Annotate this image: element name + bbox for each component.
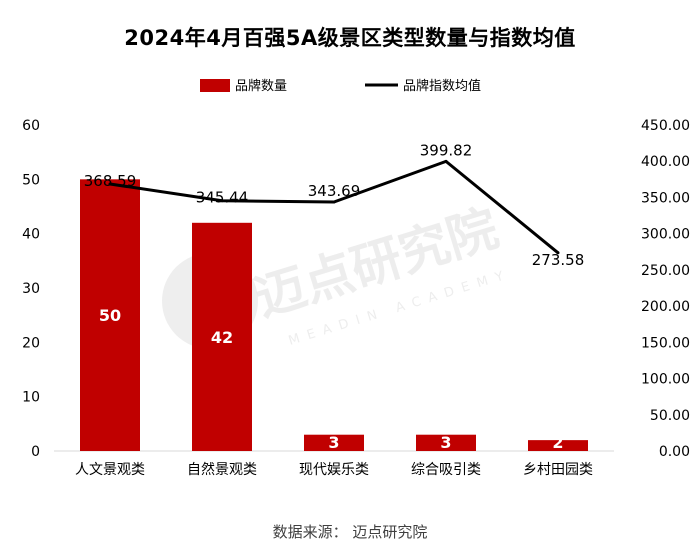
y-right-tick-label: 100.00 (641, 372, 690, 388)
line-value-label: 345.44 (196, 189, 249, 207)
bar (528, 440, 588, 451)
line-series: 368.59 345.44 343.69 399.82 273.58 (84, 141, 585, 268)
bar-series: 50 42 3 3 2 (80, 179, 588, 452)
y-left-tick-label: 10 (22, 390, 40, 406)
y-right-tick-label: 350.00 (641, 190, 690, 206)
bar-value-label: 2 (552, 433, 563, 452)
line-point (444, 159, 448, 163)
y-left-tick-label: 50 (22, 172, 40, 188)
y-left-tick-label: 0 (31, 444, 40, 460)
source-note: 数据来源： 迈点研究院 (272, 523, 428, 541)
line-point (332, 200, 336, 204)
line-point (220, 199, 224, 203)
y-right-tick-label: 200.00 (641, 299, 690, 315)
y-left-tick-label: 60 (22, 118, 40, 134)
y-right-tick-label: 300.00 (641, 227, 690, 243)
x-axis-labels: 人文景观类 自然景观类 现代娱乐类 综合吸引类 乡村田园类 (75, 461, 593, 478)
x-category-label: 人文景观类 (75, 462, 145, 478)
y-axis-left: 0 10 20 30 40 50 60 (22, 118, 40, 460)
y-axis-right: 0.00 50.00 100.00 150.00 200.00 250.00 300.00 3… (641, 118, 690, 460)
x-category-label: 乡村田园类 (523, 462, 593, 478)
y-left-tick-label: 30 (22, 281, 40, 297)
bar (192, 222, 252, 451)
y-right-tick-label: 250.00 (641, 263, 690, 279)
legend-swatch-bar (200, 79, 230, 92)
bar-value-label: 3 (328, 433, 339, 452)
y-right-tick-label: 50.00 (650, 408, 690, 424)
bar (304, 434, 364, 451)
line-value-label: 273.58 (532, 251, 585, 269)
x-category-label: 现代娱乐类 (299, 462, 369, 478)
y-right-tick-label: 450.00 (641, 118, 690, 134)
line-value-label: 399.82 (420, 141, 473, 159)
bar (80, 179, 140, 452)
chart-title: 2024年4月百强5A级景区类型数量与指数均值 (124, 26, 576, 50)
legend-label-line: 品牌指数均值 (403, 78, 481, 94)
y-right-tick-label: 150.00 (641, 335, 690, 351)
x-category-label: 自然景观类 (187, 461, 257, 478)
legend: 品牌数量 品牌指数均值 (200, 78, 481, 94)
y-right-tick-label: 0.00 (659, 444, 690, 460)
y-right-tick-label: 400.00 (641, 154, 690, 170)
y-left-tick-label: 20 (22, 335, 40, 351)
line-value-label: 343.69 (308, 182, 361, 200)
bar (416, 434, 476, 451)
x-category-label: 综合吸引类 (411, 462, 481, 478)
y-left-tick-label: 40 (22, 227, 40, 243)
line-point (556, 251, 560, 255)
bar-value-label: 50 (99, 306, 121, 325)
legend-label-bar: 品牌数量 (235, 78, 287, 94)
line-point (108, 182, 112, 186)
bar-value-label: 3 (440, 433, 451, 452)
line-value-label: 368.59 (84, 172, 137, 190)
bar-value-label: 42 (211, 328, 233, 347)
